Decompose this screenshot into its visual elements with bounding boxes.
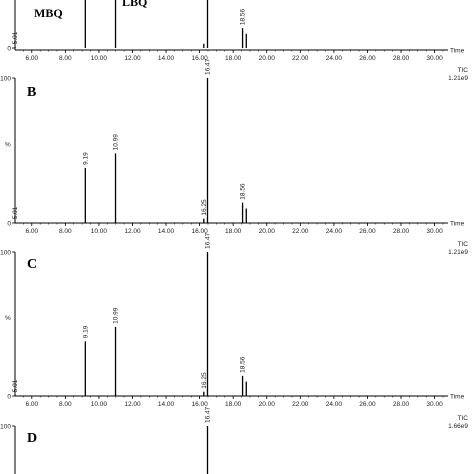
x-tick-label: 28.00: [393, 401, 410, 408]
peak-label: 9.19: [82, 152, 89, 165]
x-tick-label: 10.00: [91, 228, 108, 235]
y-tick-label: 100: [0, 76, 11, 83]
peak-label: 16.25: [201, 199, 208, 216]
peak-label: 16.47: [205, 232, 212, 249]
x-tick-label: 6.00: [25, 228, 38, 235]
x-tick-label: 12.00: [124, 228, 141, 235]
x-tick-label: 28.00: [393, 228, 410, 235]
x-tick-label: 20.00: [259, 55, 276, 62]
x-tick-label: 18.00: [225, 401, 242, 408]
x-tick-label: 20.00: [259, 228, 276, 235]
compound-label: MBQ: [34, 6, 63, 20]
scale-label: 1.21e9: [448, 75, 468, 82]
panel-letter: D: [27, 431, 37, 446]
x-tick-label: 24.00: [326, 401, 343, 408]
x-tick-label: 16.00: [191, 401, 208, 408]
x-tick-label: 24.00: [326, 55, 343, 62]
x-tick-label: 30.00: [426, 228, 443, 235]
y-tick-label: 100: [0, 250, 11, 257]
tic-label: TIC: [458, 415, 469, 422]
x-tick-label: 14.00: [158, 401, 175, 408]
y-tick-label: 0: [7, 221, 11, 228]
x-tick-label: 12.00: [124, 55, 141, 62]
x-tick-label: 30.00: [426, 55, 443, 62]
compound-label: LBQ: [122, 0, 147, 9]
peak-label: 5.01: [12, 379, 19, 392]
peak-label: 18.56: [240, 183, 247, 200]
peak-label: 5.01: [12, 31, 19, 44]
x-tick-label: 12.00: [124, 401, 141, 408]
y-tick-label: 0: [7, 46, 11, 53]
x-tick-label: 26.00: [359, 55, 376, 62]
x-tick-label: 6.00: [25, 401, 38, 408]
x-tick-label: 24.00: [326, 228, 343, 235]
x-tick-label: 14.00: [158, 55, 175, 62]
peak-label: 16.47: [205, 58, 212, 75]
y-axis-label: %: [5, 142, 11, 149]
peak-label: 18.56: [240, 8, 247, 25]
tic-label: TIC: [458, 241, 469, 248]
x-tick-label: 18.00: [225, 228, 242, 235]
peak-label: 16.47: [205, 406, 212, 423]
x-tick-label: 14.00: [158, 228, 175, 235]
peak-label: 9.19: [82, 325, 89, 338]
panel-letter: B: [27, 85, 36, 100]
scale-label: 1.66e9: [448, 423, 468, 430]
peak-label: 16.25: [201, 372, 208, 389]
x-tick-label: 22.00: [292, 55, 309, 62]
x-tick-label: 8.00: [59, 401, 72, 408]
y-tick-label: 0: [7, 394, 11, 401]
x-axis-label: Time: [450, 394, 465, 401]
x-tick-label: 8.00: [59, 55, 72, 62]
tic-label: TIC: [458, 67, 469, 74]
x-tick-label: 22.00: [292, 228, 309, 235]
x-tick-label: 26.00: [359, 401, 376, 408]
x-tick-label: 8.00: [59, 228, 72, 235]
x-tick-label: 26.00: [359, 228, 376, 235]
x-tick-label: 10.00: [91, 401, 108, 408]
x-tick-label: 16.00: [191, 55, 208, 62]
panel-letter: C: [27, 257, 37, 272]
peak-label: 10.99: [113, 307, 120, 324]
y-axis-label: %: [5, 315, 11, 322]
x-tick-label: 28.00: [393, 55, 410, 62]
x-axis-label: Time: [450, 221, 465, 228]
x-tick-label: 6.00: [25, 55, 38, 62]
peak-label: 18.56: [240, 356, 247, 373]
peak-label: 5.01: [12, 206, 19, 219]
x-tick-label: 18.00: [225, 55, 242, 62]
x-tick-label: 20.00: [259, 401, 276, 408]
x-axis-label: Time: [450, 48, 465, 55]
x-tick-label: 16.00: [191, 228, 208, 235]
x-tick-label: 10.00: [91, 55, 108, 62]
x-tick-label: 22.00: [292, 401, 309, 408]
scale-label: 1.21e9: [448, 249, 468, 256]
peak-label: 10.99: [113, 134, 120, 151]
x-tick-label: 30.00: [426, 401, 443, 408]
y-tick-label: 100: [0, 424, 11, 431]
